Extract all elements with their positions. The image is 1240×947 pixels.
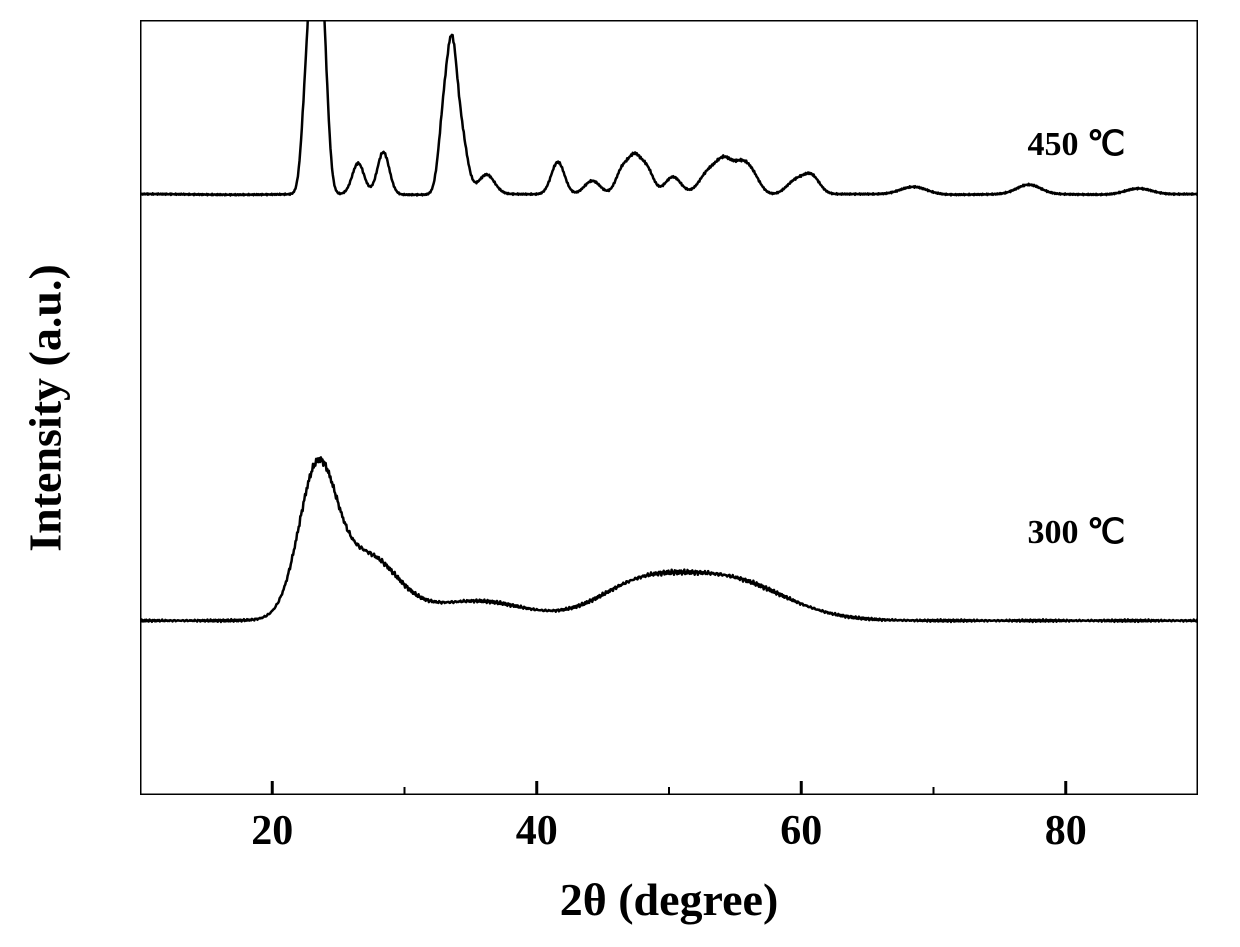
annotation-300c: 300 ℃ [1027, 512, 1125, 552]
x-tick-label: 60 [780, 807, 822, 855]
x-axis-label: 2θ (degree) [560, 873, 779, 926]
x-tick-label: 40 [516, 807, 558, 855]
x-tick-label: 20 [251, 807, 293, 855]
xrd-figure: Intensity (a.u.) 2θ (degree) 450 ℃ 300 ℃… [0, 0, 1240, 947]
y-axis-label: Intensity (a.u.) [19, 264, 72, 552]
x-tick-label: 80 [1045, 807, 1087, 855]
annotation-450c: 450 ℃ [1027, 124, 1125, 164]
